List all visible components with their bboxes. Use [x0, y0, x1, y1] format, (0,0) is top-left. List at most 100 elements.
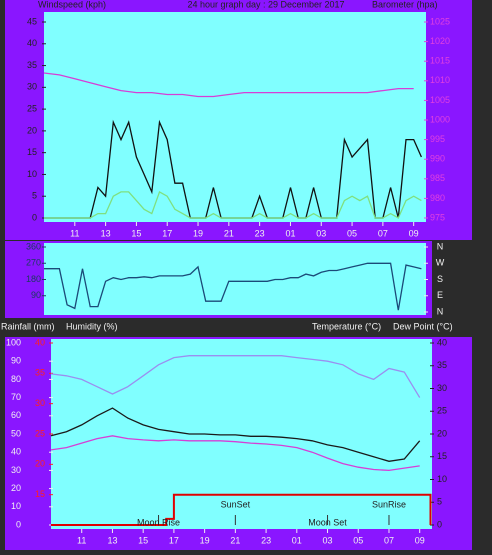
y-tick-label: 0: [437, 519, 442, 529]
y-tick-label: 985: [430, 173, 445, 183]
y-tick-label: 990: [430, 154, 445, 164]
y-tick-label: 15: [27, 147, 37, 157]
y-tick-label: 40: [437, 337, 447, 347]
series-line: [43, 72, 414, 98]
temperature-axis-label: Temperature (°C): [312, 321, 381, 331]
y-tick-label: 30: [35, 398, 45, 408]
y-tick-label: 975: [430, 212, 445, 222]
y-tick-label: 30: [437, 383, 447, 393]
y-tick-label: 25: [35, 428, 45, 438]
y-tick-label: 5: [32, 191, 37, 201]
y-tick-label: 1025: [430, 16, 450, 26]
y-tick-label: 35: [35, 368, 45, 378]
x-tick-label: 17: [162, 228, 172, 238]
x-tick-label: 17: [169, 535, 179, 545]
series-line: [51, 493, 432, 526]
y-tick-label: 180: [26, 274, 41, 284]
x-tick-label: 23: [255, 228, 265, 238]
y-tick-label: 1005: [430, 95, 450, 105]
x-tick-label: 19: [193, 228, 203, 238]
annotation: SunSet: [221, 499, 251, 509]
y-tick-label: 90: [11, 356, 21, 366]
y-tick-label: S: [437, 274, 443, 284]
x-tick-label: 03: [323, 535, 333, 545]
annotation: Moon Rise: [137, 517, 180, 527]
y-tick-label: 40: [27, 38, 37, 48]
y-tick-label: 100: [6, 337, 21, 347]
y-tick-label: 10: [27, 169, 37, 179]
y-tick-label: 40: [35, 337, 45, 347]
y-tick-label: 45: [27, 16, 37, 26]
x-tick-label: 19: [200, 535, 210, 545]
x-tick-label: 15: [138, 535, 148, 545]
y-tick-label: 80: [11, 374, 21, 384]
y-tick-label: 20: [35, 459, 45, 469]
rain-axis-label: Rainfall (mm): [1, 321, 55, 331]
y-tick-label: 1020: [430, 36, 450, 46]
x-tick-label: 05: [353, 535, 363, 545]
series-line: [44, 190, 422, 219]
x-tick-label: 09: [409, 228, 419, 238]
y-tick-label: 90: [31, 290, 41, 300]
y-tick-label: W: [436, 258, 445, 268]
y-tick-label: 980: [430, 193, 445, 203]
y-tick-label: E: [437, 290, 443, 300]
series-line: [50, 435, 420, 472]
y-tick-label: 25: [437, 406, 447, 416]
y-tick-label: 30: [11, 465, 21, 475]
y-tick-label: 1010: [430, 75, 450, 85]
y-tick-label: 10: [11, 501, 21, 511]
y-tick-label: 25: [27, 103, 37, 113]
x-tick-label: 09: [415, 535, 425, 545]
x-tick-label: 13: [107, 535, 117, 545]
y-tick-label: 20: [27, 125, 37, 135]
x-tick-label: 01: [285, 228, 295, 238]
y-tick-label: 270: [26, 258, 41, 268]
y-tick-label: 5: [437, 497, 442, 507]
y-tick-label: 1000: [430, 114, 450, 124]
x-tick-label: 07: [384, 535, 394, 545]
y-tick-label: 15: [35, 489, 45, 499]
y-tick-label: 360: [26, 241, 41, 251]
y-tick-label: 0: [16, 519, 21, 529]
x-tick-label: 03: [316, 228, 326, 238]
wind-axis-label: Windspeed (kph): [38, 0, 106, 9]
y-tick-label: 0: [32, 212, 37, 222]
x-tick-label: 11: [70, 228, 79, 238]
direction-plot: [44, 243, 426, 315]
humidity-axis-label: Humidity (%): [66, 321, 118, 331]
x-tick-label: 15: [131, 228, 141, 238]
dew-point-axis-label: Dew Point (°C): [393, 321, 453, 331]
y-tick-label: 30: [27, 82, 37, 92]
series-line: [50, 407, 421, 462]
y-tick-label: 15: [437, 451, 447, 461]
y-tick-label: 20: [437, 428, 447, 438]
chart-title: 24 hour graph day : 29 December 2017: [187, 0, 344, 9]
y-tick-label: 70: [11, 392, 21, 402]
y-tick-label: 995: [430, 134, 445, 144]
x-tick-label: 07: [378, 228, 388, 238]
y-tick-label: 40: [11, 447, 21, 457]
y-tick-label: N: [437, 241, 444, 251]
x-tick-label: 11: [77, 535, 86, 545]
barometer-axis-label: Barometer (hpa): [372, 0, 438, 9]
x-tick-label: 21: [230, 535, 240, 545]
annotation: Moon Set: [308, 517, 347, 527]
y-tick-label: 20: [11, 483, 21, 493]
y-tick-label: 1015: [430, 56, 450, 66]
y-tick-label: 35: [437, 360, 447, 370]
x-tick-label: 05: [347, 228, 357, 238]
x-tick-label: 23: [261, 535, 271, 545]
temperature-plot: [51, 339, 432, 529]
y-tick-label: N: [437, 306, 444, 316]
series-line: [44, 262, 422, 311]
series-line: [50, 355, 421, 398]
x-tick-label: 21: [224, 228, 234, 238]
y-tick-label: 60: [11, 410, 21, 420]
y-tick-label: 35: [27, 60, 37, 70]
annotation: SunRise: [372, 499, 406, 509]
x-tick-label: 01: [292, 535, 302, 545]
y-tick-label: 50: [11, 428, 21, 438]
x-tick-label: 13: [101, 228, 111, 238]
